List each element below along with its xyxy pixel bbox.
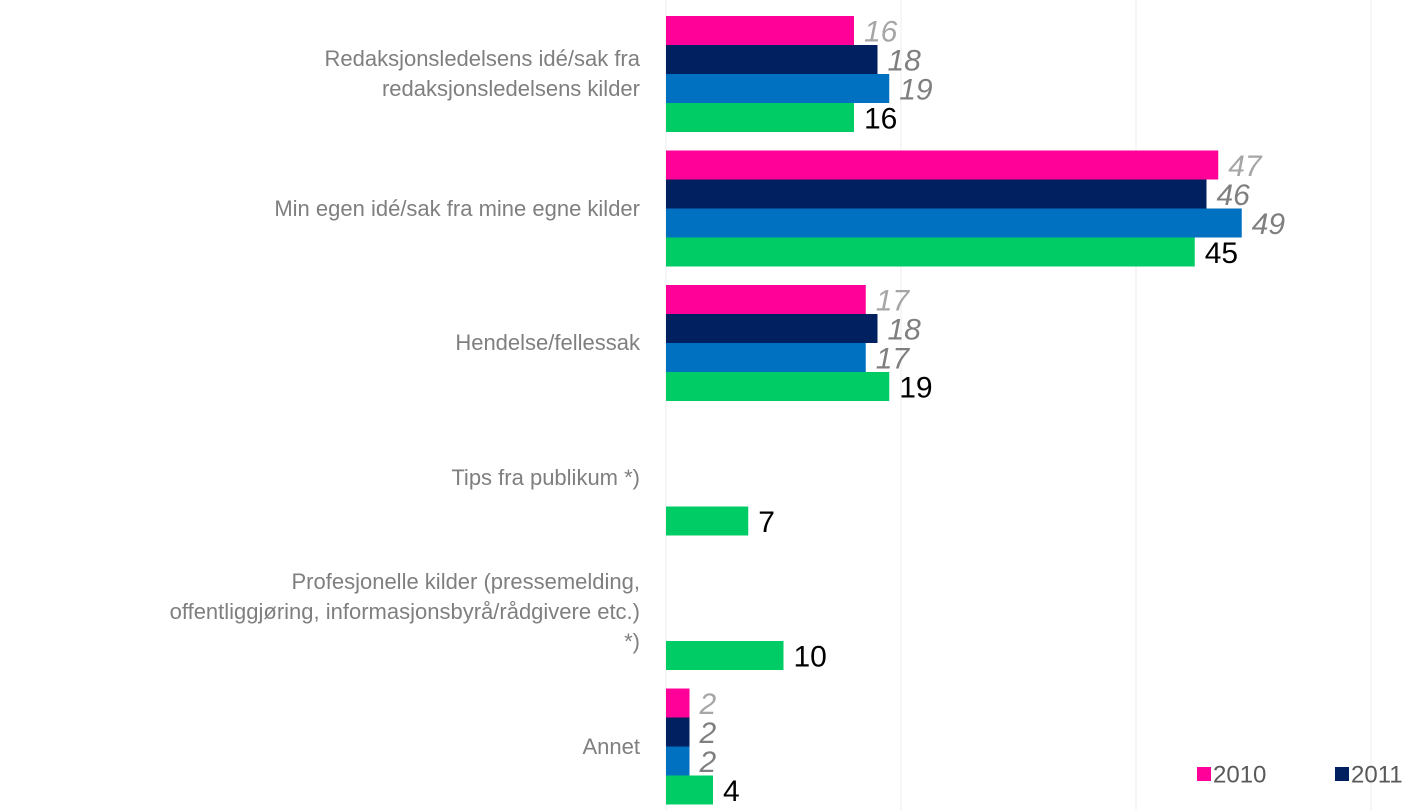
value-label: 47 bbox=[1228, 150, 1263, 183]
bar bbox=[666, 717, 690, 747]
bar bbox=[666, 285, 866, 314]
value-label: 2 bbox=[699, 717, 717, 750]
value-label: 16 bbox=[864, 102, 897, 135]
bar bbox=[666, 150, 1219, 180]
value-label: 16 bbox=[864, 15, 898, 48]
value-label: 10 bbox=[794, 640, 827, 673]
value-label: 45 bbox=[1205, 237, 1238, 270]
legend-swatch bbox=[1197, 767, 1211, 781]
bar bbox=[666, 208, 1242, 238]
value-label: 19 bbox=[899, 371, 932, 404]
value-label: 4 bbox=[723, 775, 740, 808]
value-label: 19 bbox=[899, 73, 933, 106]
category-label: Tips fra publikum *) bbox=[451, 464, 640, 490]
bar bbox=[666, 343, 866, 372]
category-label: Hendelse/fellessak bbox=[455, 330, 640, 355]
legend-label: 2011 bbox=[1351, 761, 1403, 788]
category-label: Annet bbox=[582, 733, 641, 759]
bar bbox=[666, 641, 784, 670]
bar bbox=[666, 237, 1195, 267]
value-label: 49 bbox=[1252, 208, 1286, 241]
bar bbox=[666, 74, 890, 103]
value-label: 2 bbox=[699, 746, 717, 779]
bar bbox=[666, 314, 878, 343]
value-label: 17 bbox=[876, 342, 911, 375]
value-label: 18 bbox=[888, 313, 922, 346]
legend-label: 2010 bbox=[1213, 761, 1266, 788]
bar bbox=[666, 688, 690, 718]
bar bbox=[666, 746, 690, 776]
bar bbox=[666, 775, 713, 805]
bar bbox=[666, 179, 1207, 209]
legend-swatch bbox=[1335, 767, 1349, 781]
bar bbox=[666, 103, 854, 132]
value-label: 46 bbox=[1217, 179, 1251, 212]
bar bbox=[666, 45, 878, 74]
value-label: 7 bbox=[758, 506, 775, 539]
bar bbox=[666, 372, 890, 401]
category-label: Min egen idé/sak fra mine egne kilder bbox=[274, 195, 640, 221]
value-label: 18 bbox=[888, 44, 922, 77]
bar bbox=[666, 506, 749, 536]
category-label: Profesjonelle kilder (pressemelding, off… bbox=[169, 569, 640, 654]
value-label: 17 bbox=[876, 284, 911, 317]
category-label: Redaksjonsledelsens idé/sak fra redaksjo… bbox=[324, 46, 640, 101]
bar bbox=[666, 16, 854, 45]
value-label: 2 bbox=[699, 688, 717, 721]
